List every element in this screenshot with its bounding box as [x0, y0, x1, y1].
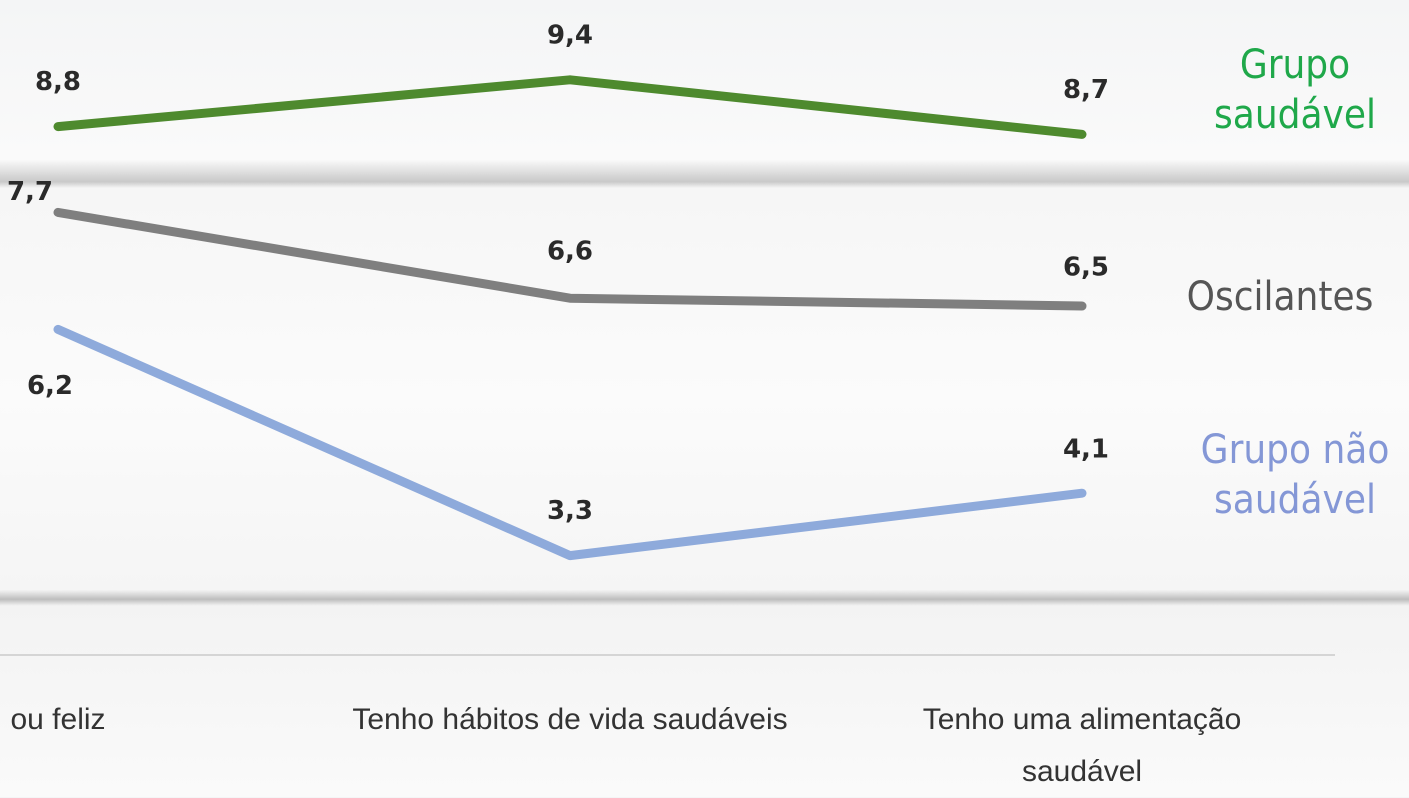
data-label: 6,2 [27, 371, 73, 401]
line [53, 75, 1087, 139]
data-label: 6,6 [547, 237, 593, 267]
legend-label: Oscilantes [1186, 274, 1374, 320]
x-tick-label: Tenho hábitos de vida saudáveis [352, 703, 788, 736]
data-label: 8,7 [1063, 75, 1109, 105]
data-label: 3,3 [547, 496, 593, 526]
data-label: 8,8 [35, 67, 81, 97]
data-label: 4,1 [1063, 435, 1109, 465]
legend-label: Grupo saudável [1214, 42, 1376, 138]
line [53, 324, 1087, 561]
data-label: 7,7 [7, 177, 53, 207]
line [53, 207, 1087, 311]
x-tick-label: Tenho uma alimentação saudável [922, 703, 1242, 788]
x-tick-label: ou feliz [10, 703, 106, 736]
data-label: 9,4 [547, 20, 593, 50]
data-label: 6,5 [1063, 253, 1109, 283]
legend-label: Grupo não saudável [1200, 427, 1390, 523]
